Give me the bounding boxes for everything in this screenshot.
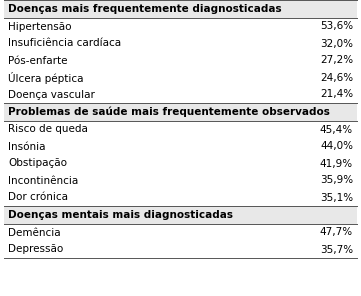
Text: Obstipação: Obstipação: [8, 158, 67, 168]
Text: Insónia: Insónia: [8, 141, 45, 152]
Text: 47,7%: 47,7%: [320, 228, 353, 237]
Text: 53,6%: 53,6%: [320, 22, 353, 31]
Text: Insuficiência cardíaca: Insuficiência cardíaca: [8, 38, 121, 49]
Text: Hipertensão: Hipertensão: [8, 22, 71, 31]
Text: 24,6%: 24,6%: [320, 73, 353, 83]
Text: 45,4%: 45,4%: [320, 125, 353, 134]
Text: Problemas de saúde mais frequentemente observados: Problemas de saúde mais frequentemente o…: [8, 107, 330, 117]
Text: Depressão: Depressão: [8, 244, 63, 255]
Text: Incontinência: Incontinência: [8, 176, 78, 186]
Text: Risco de queda: Risco de queda: [8, 125, 88, 134]
Text: Doenças mais frequentemente diagnosticadas: Doenças mais frequentemente diagnosticad…: [8, 4, 282, 14]
Text: 35,7%: 35,7%: [320, 244, 353, 255]
Text: 44,0%: 44,0%: [320, 141, 353, 152]
Text: Doença vascular: Doença vascular: [8, 89, 95, 99]
Text: Doenças mentais mais diagnosticadas: Doenças mentais mais diagnosticadas: [8, 210, 233, 220]
Text: 32,0%: 32,0%: [320, 38, 353, 49]
Text: 21,4%: 21,4%: [320, 89, 353, 99]
Text: Demência: Demência: [8, 228, 61, 237]
Text: 35,9%: 35,9%: [320, 176, 353, 186]
Bar: [4, 0, 357, 18]
Text: 35,1%: 35,1%: [320, 192, 353, 202]
Bar: [4, 206, 357, 224]
Text: Dor crónica: Dor crónica: [8, 192, 68, 202]
Bar: [4, 103, 357, 121]
Text: 27,2%: 27,2%: [320, 56, 353, 65]
Text: 41,9%: 41,9%: [320, 158, 353, 168]
Text: Pós-enfarte: Pós-enfarte: [8, 56, 68, 65]
Text: Úlcera péptica: Úlcera péptica: [8, 72, 83, 83]
